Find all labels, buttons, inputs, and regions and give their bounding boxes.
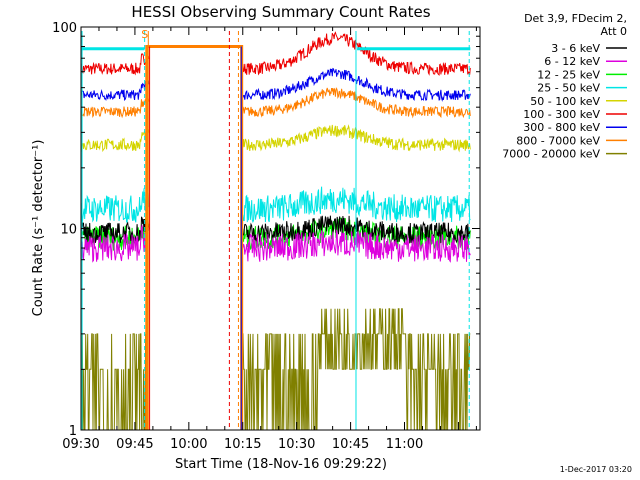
- y-axis: 1 10 100: [52, 21, 480, 439]
- series-line-3: [80, 186, 150, 225]
- legend-label: 300 - 800 keV: [523, 121, 600, 134]
- plot-area: S: [80, 28, 471, 431]
- y-axis-label: Count Rate (s⁻¹ detector⁻¹): [31, 140, 46, 317]
- series-line-7-gap: [145, 45, 244, 430]
- plot-timestamp: 1-Dec-2017 03:20: [560, 465, 632, 474]
- x-tick-label: 09:30: [62, 437, 99, 452]
- x-tick-label: 10:00: [170, 437, 207, 452]
- series-line-5: [80, 53, 150, 76]
- series-line-6: [80, 79, 150, 102]
- x-tick-label: 10:15: [224, 437, 261, 452]
- legend-header-line-1: Det 3,9, FDecim 2,: [524, 12, 627, 25]
- chart-title: HESSI Observing Summary Count Rates: [131, 3, 430, 21]
- legend-label: 7000 - 20000 keV: [502, 148, 600, 161]
- x-tick-label: 10:30: [278, 437, 315, 452]
- series-line-1: [80, 225, 150, 263]
- x-tick-label: 10:45: [332, 437, 369, 452]
- series-line-7: [80, 95, 150, 119]
- x-tick-label: 09:45: [116, 437, 153, 452]
- legend-label: 3 - 6 keV: [551, 42, 600, 55]
- y-tick-label: 100: [52, 21, 77, 36]
- y-tick-label: 1: [69, 424, 77, 439]
- annotation-s: S: [141, 28, 148, 41]
- legend-label: 25 - 50 keV: [537, 82, 600, 95]
- legend-header-line-2: Att 0: [601, 25, 627, 38]
- series-line-4: [80, 127, 150, 153]
- legend-label: 12 - 25 keV: [537, 68, 600, 81]
- legend-label: 50 - 100 keV: [530, 95, 600, 108]
- y-tick-label: 10: [60, 223, 77, 238]
- series-line-8: [80, 333, 149, 431]
- x-tick-label: 11:00: [386, 437, 423, 452]
- legend-label: 800 - 7000 keV: [516, 134, 600, 147]
- x-axis-label: Start Time (18-Nov-16 09:29:22): [175, 457, 387, 472]
- x-axis: 09:30 09:45 10:00 10:15 10:30 10:45 11:00: [62, 27, 477, 452]
- legend-label: 100 - 300 keV: [523, 108, 600, 121]
- legend-label: 6 - 12 keV: [544, 55, 600, 68]
